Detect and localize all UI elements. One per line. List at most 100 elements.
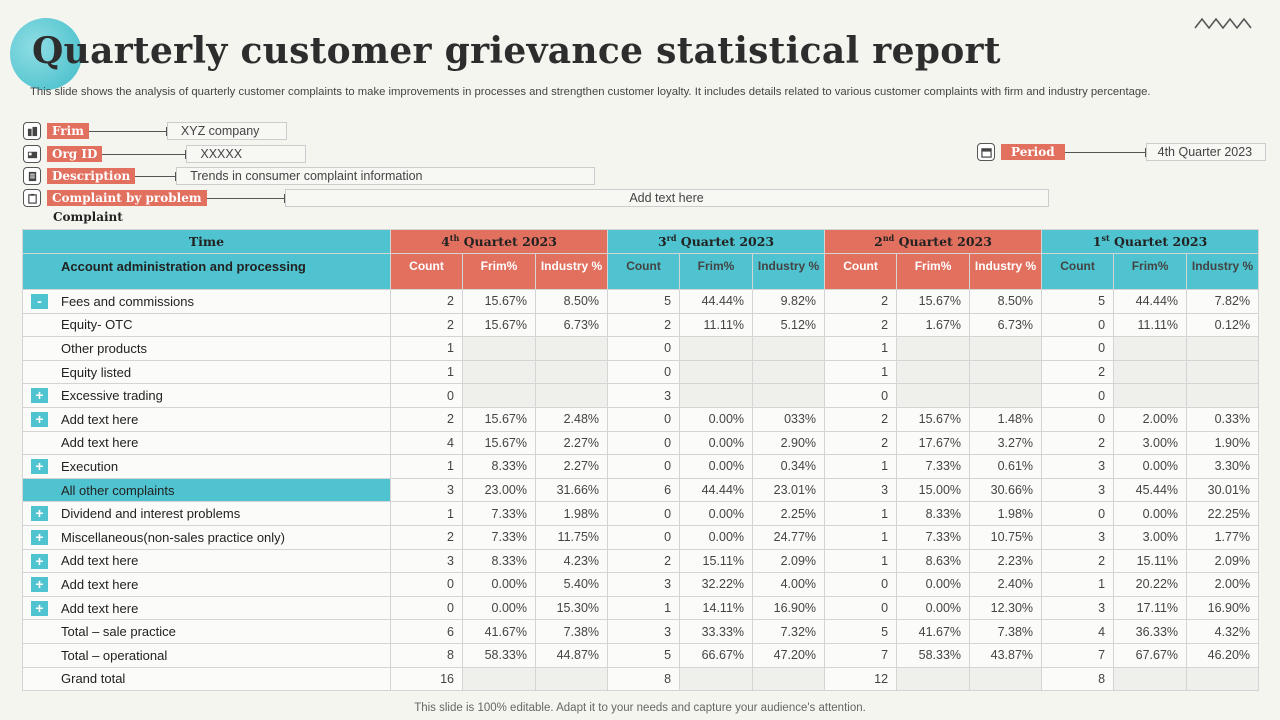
row-name: Miscellaneous(non-sales practice only) bbox=[61, 529, 285, 545]
table-cell: 5 bbox=[824, 619, 898, 644]
period-label: Period bbox=[1001, 144, 1065, 160]
table-cell: 4 bbox=[390, 430, 463, 456]
table-row: + Add text here 2 15.67% 2.48% 0 0.00% 033% 2 15.… bbox=[22, 406, 1260, 432]
table-cell: 66.67% bbox=[679, 642, 754, 668]
table-cell: 17.11% bbox=[1113, 595, 1188, 621]
table-cell: 6 bbox=[607, 477, 681, 503]
table-cell: 3 bbox=[390, 477, 463, 503]
table-cell: 6 bbox=[390, 619, 463, 644]
expand-icon[interactable]: + bbox=[31, 459, 48, 475]
row-label: + Add text here bbox=[22, 548, 391, 574]
table-cell bbox=[1186, 336, 1260, 361]
complaint-by-problem-value[interactable]: Add text here bbox=[284, 189, 1049, 207]
table-cell: 47.20% bbox=[752, 642, 826, 668]
sub-header-industry-pct: Industry % bbox=[534, 253, 609, 290]
table-cell: 1.98% bbox=[534, 501, 609, 526]
table-cell bbox=[969, 383, 1043, 408]
description-label: Description bbox=[47, 168, 136, 184]
org-id-value[interactable]: XXXXX bbox=[186, 145, 307, 163]
table-cell: 7.38% bbox=[969, 619, 1043, 644]
meta-org-id: Org ID XXXXX bbox=[23, 145, 307, 163]
expand-icon[interactable]: + bbox=[31, 411, 48, 427]
table-cell: 15.11% bbox=[1113, 548, 1188, 574]
expand-icon[interactable]: + bbox=[31, 388, 48, 404]
table-cell: 0 bbox=[607, 430, 681, 456]
expand-icon[interactable]: + bbox=[31, 529, 48, 545]
table-cell: 16.90% bbox=[1186, 595, 1260, 621]
table-cell: 8.33% bbox=[896, 501, 971, 526]
table-cell: 7.33% bbox=[462, 524, 536, 550]
table-cell: 11.75% bbox=[534, 524, 609, 550]
table-cell bbox=[462, 666, 536, 692]
sub-header-row: Account administration and processing Co… bbox=[22, 253, 1260, 290]
table-cell: 3 bbox=[607, 619, 681, 644]
table-row: + Add text here 0 0.00% 5.40% 3 32.22% 4.00% 0 0.… bbox=[22, 572, 1260, 597]
expand-icon[interactable]: + bbox=[31, 577, 48, 593]
table-cell: 0.33% bbox=[1186, 406, 1260, 432]
table-cell: 0 bbox=[1041, 501, 1115, 526]
table-cell: 2.09% bbox=[752, 548, 826, 574]
sub-header-firm-pct: Frim% bbox=[896, 253, 971, 290]
sub-header-count: Count bbox=[390, 253, 463, 290]
period-value[interactable]: 4th Quarter 2023 bbox=[1145, 143, 1266, 161]
description-value[interactable]: Trends in consumer complaint information bbox=[176, 167, 596, 185]
table-row: + Execution 1 8.33% 2.27% 0 0.00% 0.34% 1 7.33% 0.… bbox=[22, 454, 1260, 479]
table-cell: 0 bbox=[390, 572, 463, 597]
table-cell: 30.01% bbox=[1186, 477, 1260, 503]
table-cell: 2 bbox=[390, 289, 463, 314]
table-cell: 1 bbox=[824, 524, 898, 550]
row-label: Total – sale practice bbox=[22, 619, 391, 644]
table-cell: 0.12% bbox=[1186, 312, 1260, 338]
table-cell: 58.33% bbox=[896, 642, 971, 668]
complaint-by-problem-label: Complaint by problem bbox=[47, 190, 207, 206]
table-cell bbox=[1113, 383, 1188, 408]
table-cell: 44.44% bbox=[1113, 289, 1188, 314]
table-cell: 5.12% bbox=[752, 312, 826, 338]
row-name: Execution bbox=[61, 458, 119, 474]
table-row: + Miscellaneous(non-sales practice only) 2… bbox=[22, 524, 1260, 550]
table-cell: 2 bbox=[390, 524, 463, 550]
table-cell bbox=[1186, 666, 1260, 692]
table-cell: 3 bbox=[607, 383, 681, 408]
table-cell: 2.48% bbox=[534, 406, 609, 432]
row-label: + Add text here bbox=[22, 595, 391, 621]
table-cell bbox=[679, 666, 754, 692]
meta-complaint-by-problem: Complaint by problem Add text here bbox=[23, 189, 1049, 207]
row-label: Other products bbox=[22, 336, 391, 361]
table-cell: 1 bbox=[824, 548, 898, 574]
row-label: Add text here bbox=[22, 430, 391, 456]
table-cell: 1.98% bbox=[969, 501, 1043, 526]
table-cell: 1.77% bbox=[1186, 524, 1260, 550]
table-cell: 3 bbox=[607, 572, 681, 597]
complaint-table: Time 4th Quartet 2023 3rd Quartet 2023 2… bbox=[22, 229, 1260, 692]
sub-header-firm-pct: Frim% bbox=[1113, 253, 1188, 290]
complaint-heading: Complaint bbox=[53, 210, 123, 224]
table-cell: 0 bbox=[390, 383, 463, 408]
sub-header-industry-pct: Industry % bbox=[752, 253, 826, 290]
table-cell bbox=[462, 383, 536, 408]
firm-value[interactable]: XYZ company bbox=[166, 122, 287, 140]
collapse-icon[interactable]: - bbox=[31, 294, 48, 309]
expand-icon[interactable]: + bbox=[31, 600, 48, 616]
row-name: Fees and commissions bbox=[61, 293, 194, 309]
page-subtitle: This slide shows the analysis of quarter… bbox=[30, 86, 1151, 98]
table-cell: 2.00% bbox=[1113, 406, 1188, 432]
table-cell: 17.67% bbox=[896, 430, 971, 456]
sub-header-count: Count bbox=[824, 253, 898, 290]
table-cell: 9.82% bbox=[752, 289, 826, 314]
table-cell: 4.32% bbox=[1186, 619, 1260, 644]
table-cell: 14.11% bbox=[679, 595, 754, 621]
expand-icon[interactable]: + bbox=[31, 553, 48, 569]
row-name: Add text here bbox=[61, 435, 139, 451]
table-cell: 1 bbox=[390, 336, 463, 361]
footer-note: This slide is 100% editable. Adapt it to… bbox=[414, 702, 866, 714]
table-cell: 2 bbox=[607, 548, 681, 574]
table-cell: 6.73% bbox=[969, 312, 1043, 338]
table-cell: 15.67% bbox=[462, 312, 536, 338]
table-cell: 8.50% bbox=[969, 289, 1043, 314]
table-cell: 2 bbox=[824, 312, 898, 338]
table-cell: 2.40% bbox=[969, 572, 1043, 597]
expand-icon[interactable]: + bbox=[31, 506, 48, 522]
table-cell: 0.00% bbox=[679, 454, 754, 479]
table-cell: 1.48% bbox=[969, 406, 1043, 432]
